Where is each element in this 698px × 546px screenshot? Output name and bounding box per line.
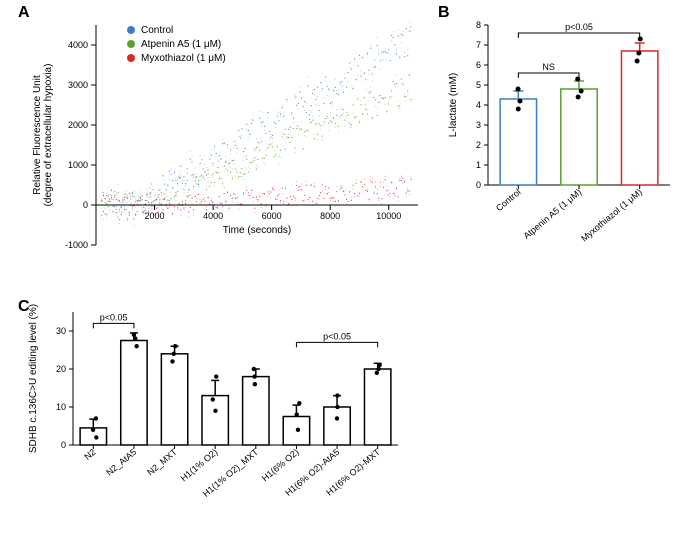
panel-b-chart: 0 1 2 3 4 5 6 7 8 ControlAtpenin A5 (1 μM)Myxothi…: [440, 10, 690, 290]
svg-text:6000: 6000: [262, 211, 282, 221]
svg-text:4000: 4000: [68, 40, 88, 50]
svg-text:1000: 1000: [68, 160, 88, 170]
svg-text:N2_MXT: N2_MXT: [145, 447, 179, 478]
svg-text:0: 0: [476, 180, 481, 190]
svg-text:4: 4: [476, 100, 481, 110]
svg-text:N2_AtA5: N2_AtA5: [104, 447, 138, 478]
svg-text:3: 3: [476, 120, 481, 130]
svg-text:1: 1: [476, 160, 481, 170]
svg-text:Time (seconds): Time (seconds): [223, 225, 292, 236]
svg-text:0: 0: [83, 200, 88, 210]
svg-text:6: 6: [476, 60, 481, 70]
svg-text:20: 20: [56, 364, 66, 374]
svg-text:7: 7: [476, 40, 481, 50]
svg-text:2000: 2000: [68, 120, 88, 130]
svg-text:H1(1% O2): H1(1% O2): [179, 447, 220, 484]
svg-text:p<0.05: p<0.05: [323, 331, 351, 341]
svg-text:8: 8: [476, 20, 481, 30]
svg-text:5: 5: [476, 80, 481, 90]
svg-text:Control: Control: [141, 25, 173, 36]
svg-text:8000: 8000: [320, 211, 340, 221]
svg-text:Atpenin A5 (1 μM): Atpenin A5 (1 μM): [522, 187, 584, 241]
svg-text:30: 30: [56, 326, 66, 336]
panel-a-chart: 2000 4000 6000 8000 10000 -1000 0 1000 2000 3000 4…: [18, 10, 428, 290]
svg-text:0: 0: [61, 440, 66, 450]
svg-text:Control: Control: [494, 187, 523, 213]
svg-text:Relative Fluorescence Unit: Relative Fluorescence Unit: [32, 75, 43, 195]
svg-text:10: 10: [56, 402, 66, 412]
svg-text:NS: NS: [542, 62, 555, 72]
svg-text:3000: 3000: [68, 80, 88, 90]
svg-text:Myxothiazol (1 μM): Myxothiazol (1 μM): [141, 53, 226, 64]
svg-text:p<0.05: p<0.05: [100, 312, 128, 322]
svg-text:2000: 2000: [145, 211, 165, 221]
svg-text:Myxothiazol (1 μM): Myxothiazol (1 μM): [579, 187, 644, 244]
svg-text:H1(6% O2): H1(6% O2): [260, 447, 301, 484]
svg-text:(degree of extracellular hypox: (degree of extracellular hypoxia): [43, 64, 54, 207]
svg-text:-1000: -1000: [65, 240, 88, 250]
svg-text:L-lactate (mM): L-lactate (mM): [448, 73, 459, 137]
svg-text:N2: N2: [82, 447, 97, 462]
svg-text:Atpenin A5 (1 μM): Atpenin A5 (1 μM): [141, 39, 221, 50]
svg-text:p<0.05: p<0.05: [565, 22, 593, 32]
panel-c-chart: 0102030N2N2_AtA5N2_MXTH1(1% O2)H1(1% O2)…: [18, 300, 418, 540]
svg-text:2: 2: [476, 140, 481, 150]
svg-text:10000: 10000: [376, 211, 401, 221]
svg-text:SDHB c.136C>U editing level (%: SDHB c.136C>U editing level (%): [28, 304, 39, 453]
svg-text:4000: 4000: [203, 211, 223, 221]
